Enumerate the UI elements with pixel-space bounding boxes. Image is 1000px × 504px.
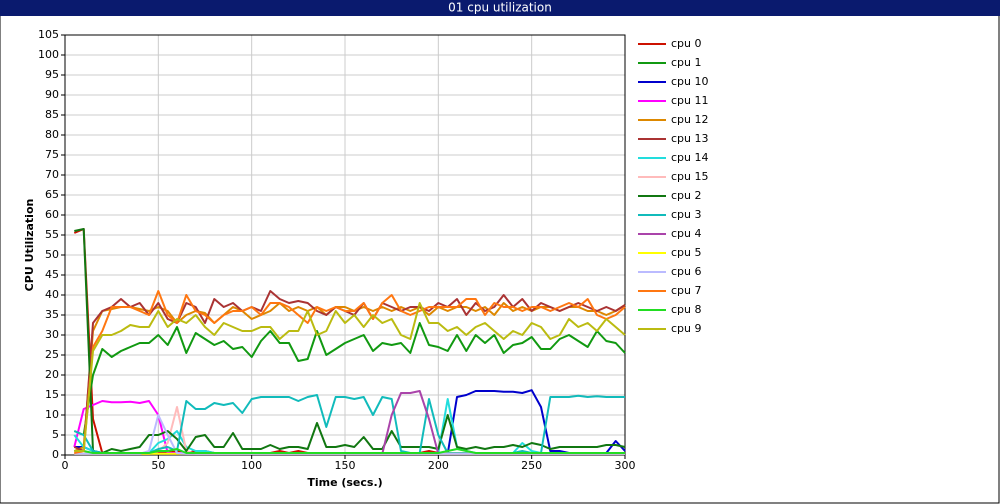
series-line <box>73 322 626 436</box>
y-tick-label: 35 <box>45 308 59 321</box>
legend-label: cpu 6 <box>671 265 702 278</box>
series-line <box>74 302 626 452</box>
legend-label: cpu 1 <box>671 56 702 69</box>
series-line <box>74 448 625 454</box>
legend-label: cpu 0 <box>671 37 702 50</box>
x-tick-label: 200 <box>428 459 449 472</box>
y-tick-label: 25 <box>45 348 59 361</box>
legend-label: cpu 4 <box>671 227 702 240</box>
series-line <box>73 290 626 452</box>
y-tick-label: 50 <box>45 248 59 261</box>
y-tick-label: 0 <box>52 448 59 461</box>
x-axis-label: Time (secs.) <box>307 476 382 489</box>
legend-label: cpu 3 <box>671 208 702 221</box>
y-tick-label: 5 <box>52 428 59 441</box>
y-tick-label: 70 <box>45 168 59 181</box>
title-bar <box>0 0 1000 16</box>
legend-label: cpu 12 <box>671 113 709 126</box>
legend-label: cpu 7 <box>671 284 702 297</box>
legend-label: cpu 11 <box>671 94 709 107</box>
y-tick-label: 10 <box>45 408 59 421</box>
y-tick-label: 95 <box>45 68 59 81</box>
y-tick-label: 30 <box>45 328 59 341</box>
y-tick-label: 15 <box>45 388 59 401</box>
plot-border <box>64 34 626 456</box>
legend-label: cpu 2 <box>671 189 702 202</box>
y-tick-label: 80 <box>45 128 59 141</box>
y-tick-label: 60 <box>45 208 59 221</box>
series-line <box>74 290 626 454</box>
y-tick-label: 85 <box>45 108 59 121</box>
y-tick-label: 105 <box>38 28 59 41</box>
y-tick-label: 90 <box>45 88 59 101</box>
y-tick-label: 20 <box>45 368 59 381</box>
legend-label: cpu 14 <box>671 151 709 164</box>
y-tick-label: 100 <box>38 48 59 61</box>
y-tick-label: 45 <box>45 268 59 281</box>
y-tick-label: 55 <box>45 228 59 241</box>
x-tick-label: 0 <box>62 459 69 472</box>
legend-label: cpu 9 <box>671 322 702 335</box>
legend-label: cpu 15 <box>671 170 709 183</box>
legend-label: cpu 10 <box>671 75 709 88</box>
x-tick-label: 50 <box>151 459 165 472</box>
y-tick-label: 65 <box>45 188 59 201</box>
x-tick-label: 150 <box>335 459 356 472</box>
legend-label: cpu 13 <box>671 132 709 145</box>
chart-title: 01 cpu utilization <box>448 1 552 15</box>
legend-label: cpu 8 <box>671 303 702 316</box>
x-tick-label: 100 <box>241 459 262 472</box>
y-axis-label: CPU Utilization <box>23 199 36 292</box>
legend-label: cpu 5 <box>671 246 702 259</box>
x-tick-label: 250 <box>521 459 542 472</box>
x-tick-label: 300 <box>615 459 636 472</box>
y-tick-label: 40 <box>45 288 59 301</box>
y-tick-label: 75 <box>45 148 59 161</box>
